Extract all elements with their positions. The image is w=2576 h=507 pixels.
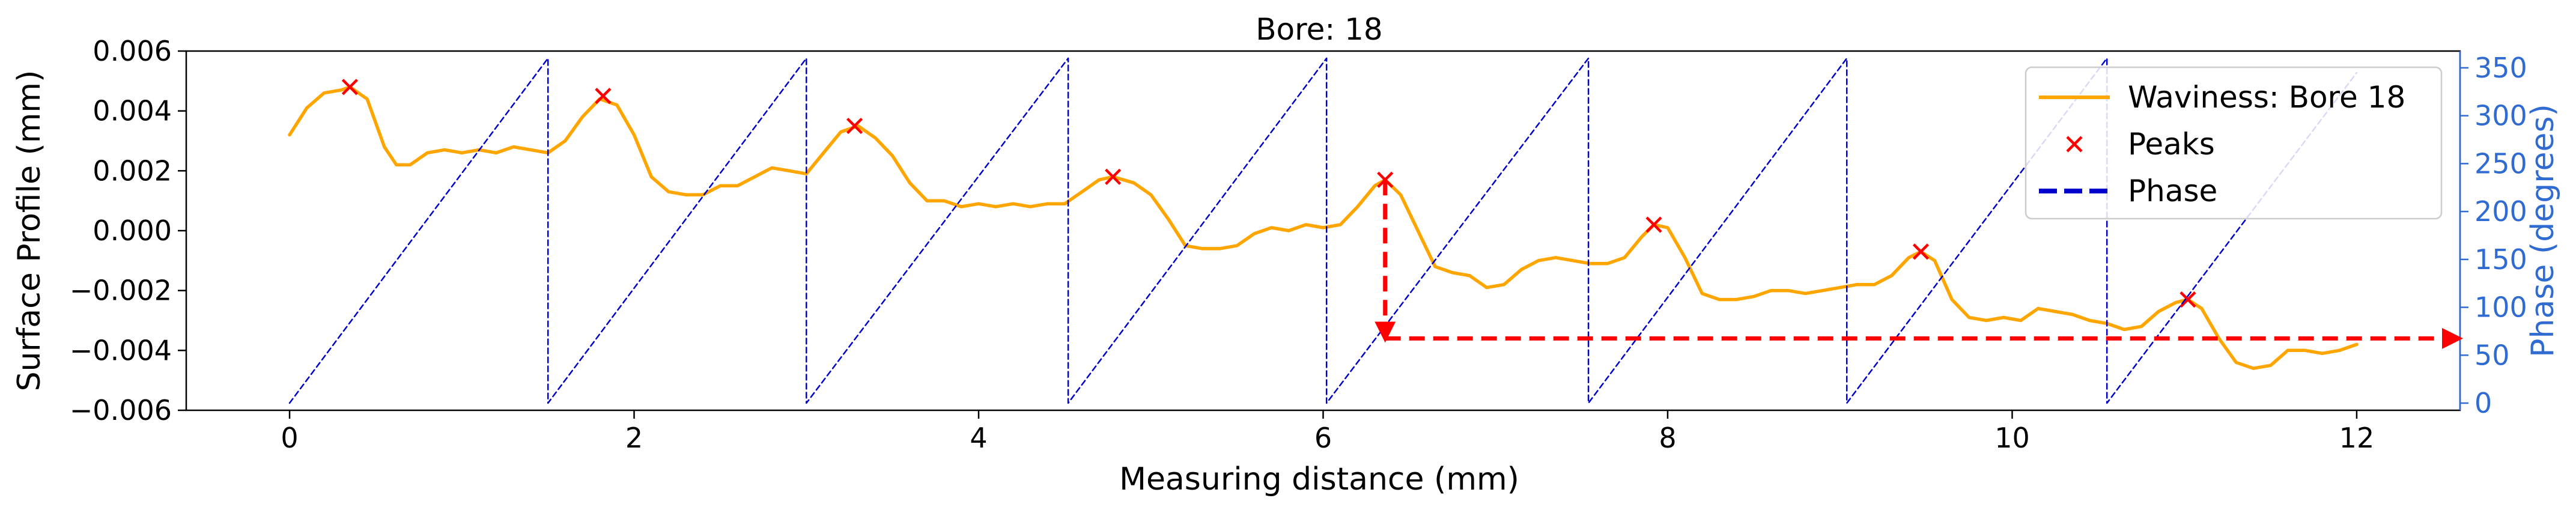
legend-label: Peaks (2128, 127, 2215, 162)
peak-marker (2180, 291, 2196, 308)
legend: Waviness: Bore 18 Peaks Phase (2025, 66, 2443, 220)
x-axis: 0 2 4 6 8 10 12 (281, 410, 2374, 454)
x-tick-label: 8 (1659, 422, 1676, 454)
x-tick-label: 10 (1994, 422, 2030, 454)
y-axis-right: 0 50 100 150 200 250 300 350 (2460, 52, 2527, 419)
y-axis-left: −0.006 −0.004 −0.002 0.000 0.002 0.004 0.006 (70, 35, 186, 427)
y-tick-label: −0.002 (70, 275, 172, 307)
peak-marker (341, 79, 358, 96)
legend-entry: Peaks (2066, 127, 2215, 162)
y2-tick-label: 300 (2474, 100, 2527, 132)
peak-marker-stroke (1912, 243, 1930, 260)
waviness-line (288, 85, 2359, 370)
y2-tick-label: 0 (2474, 387, 2492, 419)
y2-tick-label: 100 (2474, 291, 2527, 324)
y2-tick-label: 350 (2474, 52, 2527, 84)
peak-marker (1645, 216, 1662, 233)
y-tick-label: 0.004 (93, 95, 172, 127)
legend-label: Phase (2128, 174, 2217, 208)
peak-marker (1105, 168, 1122, 185)
peak-marker (595, 88, 612, 105)
peak-marker-stroke (1645, 216, 1662, 233)
legend-label: Waviness: Bore 18 (2128, 80, 2405, 115)
legend-swatch-x (2066, 136, 2083, 153)
y-tick-label: 0.006 (93, 35, 172, 67)
legend-box (2025, 66, 2443, 220)
peak-marker-stroke (595, 88, 612, 105)
x-axis-title: Measuring distance (mm) (1119, 461, 1519, 497)
x-tick-label: 4 (970, 422, 987, 454)
y-tick-label: 0.002 (93, 154, 172, 187)
y2-tick-label: 250 (2474, 147, 2527, 180)
peak-marker-stroke (846, 117, 863, 135)
peak-marker-stroke (1105, 168, 1122, 185)
peak-marker-stroke (2180, 291, 2196, 308)
y2-axis-title: Phase (degrees) (2525, 104, 2561, 357)
x-tick-label: 0 (281, 422, 298, 454)
x-tick-label: 2 (625, 422, 643, 454)
x-tick-label: 12 (2339, 422, 2375, 454)
legend-entry: Waviness: Bore 18 (2039, 80, 2405, 115)
peak-marker-stroke (341, 79, 358, 96)
chart-title: Bore: 18 (1256, 12, 1382, 47)
legend-entry: Phase (2039, 174, 2217, 208)
y2-tick-label: 200 (2474, 195, 2527, 228)
x-tick-label: 6 (1314, 422, 1332, 454)
peak-marker (1912, 243, 1930, 260)
y-tick-label: −0.004 (70, 334, 172, 366)
y2-tick-label: 150 (2474, 243, 2527, 276)
y2-tick-label: 50 (2474, 339, 2510, 371)
y-axis-title: Surface Profile (mm) (11, 70, 47, 392)
peak-marker (846, 117, 863, 135)
y-tick-label: 0.000 (93, 214, 172, 247)
phase-line (288, 57, 2358, 404)
y-tick-label: −0.006 (70, 394, 172, 427)
data-layer (288, 57, 2359, 404)
